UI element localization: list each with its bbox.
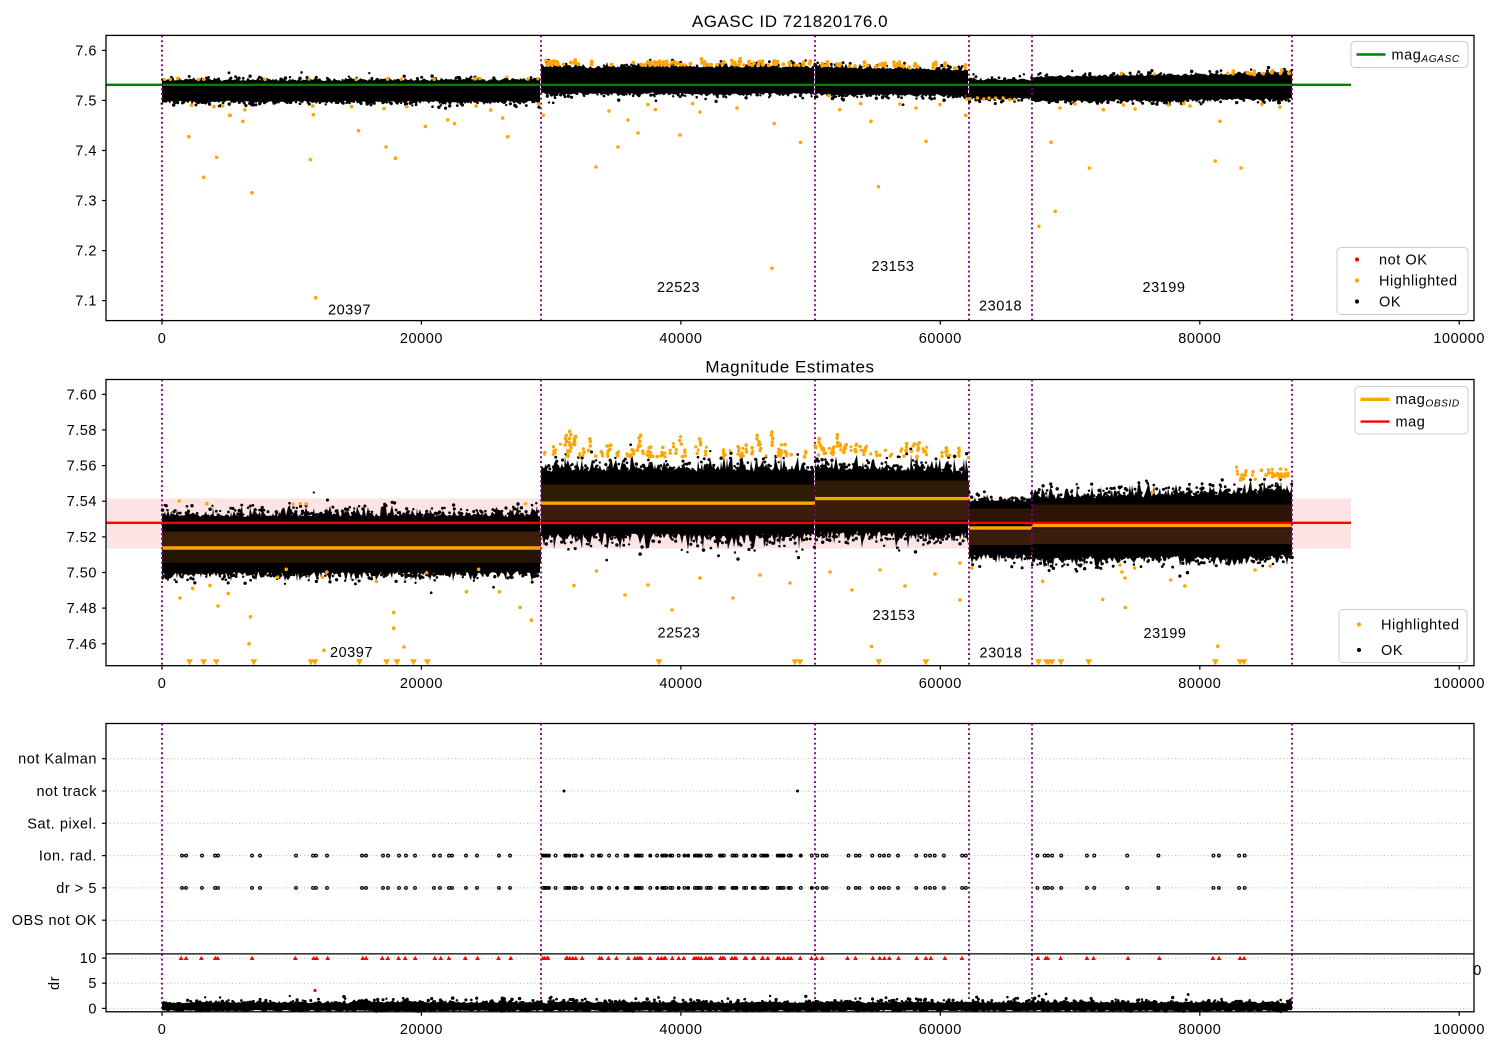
svg-text:60000: 60000: [919, 1022, 962, 1038]
svg-text:7.2: 7.2: [75, 244, 97, 260]
svg-text:0: 0: [158, 331, 167, 347]
svg-text:20397: 20397: [330, 645, 373, 661]
svg-text:not track: not track: [36, 784, 97, 800]
svg-text:20000: 20000: [400, 676, 443, 692]
svg-text:40000: 40000: [659, 331, 702, 347]
svg-text:7.3: 7.3: [75, 194, 97, 210]
svg-text:7.54: 7.54: [67, 494, 97, 510]
svg-text:7.48: 7.48: [67, 601, 97, 617]
svg-text:0: 0: [158, 1022, 167, 1038]
svg-text:22523: 22523: [657, 280, 700, 296]
svg-text:100000: 100000: [1433, 1022, 1485, 1038]
svg-text:100000: 100000: [1433, 676, 1485, 692]
svg-text:80000: 80000: [1178, 331, 1221, 347]
svg-text:mag: mag: [1396, 414, 1426, 430]
svg-text:7.56: 7.56: [67, 459, 97, 475]
svg-text:7.50: 7.50: [67, 566, 97, 582]
svg-text:OBS not OK: OBS not OK: [12, 913, 97, 929]
svg-text:23199: 23199: [1143, 626, 1186, 642]
svg-text:7.5: 7.5: [75, 93, 97, 109]
svg-text:Ion. rad.: Ion. rad.: [39, 849, 97, 865]
svg-text:not OK: not OK: [1379, 252, 1427, 268]
svg-text:23153: 23153: [872, 608, 915, 624]
svg-text:0: 0: [1473, 963, 1482, 979]
svg-text:not Kalman: not Kalman: [18, 752, 97, 768]
svg-text:7.58: 7.58: [67, 423, 97, 439]
svg-text:60000: 60000: [919, 331, 962, 347]
svg-text:7.4: 7.4: [75, 144, 97, 160]
svg-text:7.46: 7.46: [67, 637, 97, 653]
svg-text:0: 0: [88, 1001, 97, 1017]
svg-text:7.6: 7.6: [75, 43, 97, 59]
svg-text:dr: dr: [47, 976, 63, 990]
svg-text:20397: 20397: [328, 302, 371, 318]
svg-text:dr > 5: dr > 5: [56, 881, 97, 897]
svg-text:Sat. pixel.: Sat. pixel.: [27, 816, 97, 832]
svg-text:10: 10: [80, 951, 97, 967]
svg-text:60000: 60000: [919, 676, 962, 692]
svg-text:80000: 80000: [1178, 1022, 1221, 1038]
svg-text:7.60: 7.60: [67, 387, 97, 403]
svg-text:OK: OK: [1379, 294, 1401, 310]
svg-text:0: 0: [158, 676, 167, 692]
svg-text:Highlighted: Highlighted: [1381, 617, 1460, 633]
svg-text:80000: 80000: [1178, 676, 1221, 692]
svg-text:22523: 22523: [657, 625, 700, 641]
svg-text:23153: 23153: [871, 259, 914, 275]
svg-text:20000: 20000: [400, 1022, 443, 1038]
svg-text:Magnitude Estimates: Magnitude Estimates: [705, 357, 874, 376]
svg-text:7.52: 7.52: [67, 530, 97, 546]
svg-text:20000: 20000: [400, 331, 443, 347]
svg-text:23199: 23199: [1142, 280, 1185, 296]
svg-text:23018: 23018: [979, 299, 1022, 315]
svg-text:Highlighted: Highlighted: [1379, 273, 1458, 289]
svg-text:5: 5: [88, 976, 97, 992]
svg-text:7.1: 7.1: [75, 294, 97, 310]
svg-text:AGASC ID 721820176.0: AGASC ID 721820176.0: [692, 12, 888, 31]
svg-text:100000: 100000: [1433, 331, 1485, 347]
svg-text:40000: 40000: [659, 676, 702, 692]
svg-text:23018: 23018: [979, 645, 1022, 661]
svg-text:40000: 40000: [659, 1022, 702, 1038]
svg-text:OK: OK: [1381, 643, 1403, 659]
